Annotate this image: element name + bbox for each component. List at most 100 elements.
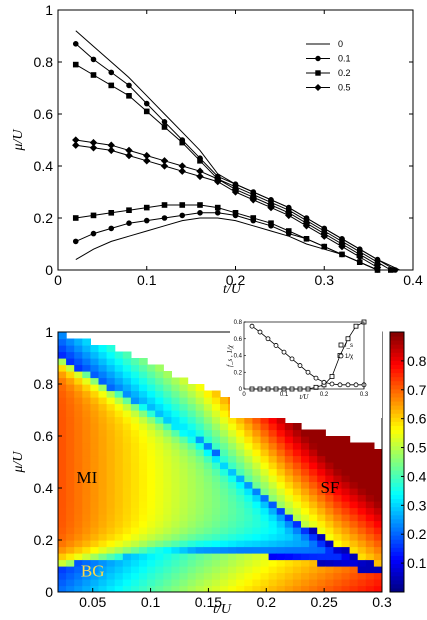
heatmap-cell — [220, 546, 229, 554]
heatmap-cell — [130, 585, 140, 592]
heatmap-cell — [114, 585, 124, 592]
heatmap-cell — [195, 442, 205, 450]
heatmap-cell — [139, 481, 148, 489]
colorbar-segment — [390, 510, 404, 516]
heatmap-cell — [228, 514, 237, 522]
heatmap-cell — [114, 566, 124, 574]
heatmap-cell — [139, 475, 148, 483]
heatmap-cell — [187, 527, 197, 535]
colorbar-segment — [390, 470, 404, 475]
colorbar-segment — [390, 453, 404, 459]
heatmap-cell — [317, 585, 326, 592]
heatmap-cell — [130, 462, 140, 470]
heatmap-cell — [220, 507, 229, 515]
data-point-0.2-lower — [72, 215, 79, 221]
heatmap-cell — [187, 449, 197, 457]
heatmap-cell — [325, 507, 334, 515]
heatmap-cell — [195, 403, 205, 411]
top-legend: 0 0.1 0.2 0.5 — [306, 39, 351, 93]
heatmap-cell — [139, 507, 148, 515]
heatmap-cell — [373, 572, 382, 580]
heatmap-cell — [220, 501, 229, 509]
heatmap-cell — [171, 423, 181, 431]
heatmap-cell — [333, 507, 343, 515]
heatmap-cell — [171, 514, 181, 522]
heatmap-cell — [341, 462, 351, 470]
colorbar-segment — [390, 384, 404, 390]
heatmap-cell — [260, 436, 270, 444]
heatmap-cell — [155, 559, 164, 567]
heatmap-cell — [341, 488, 351, 496]
heatmap-cell — [268, 520, 278, 528]
heatmap-cell — [187, 410, 197, 418]
heatmap-cell — [98, 546, 108, 554]
heatmap-cell — [122, 416, 132, 424]
heatmap-cell — [82, 423, 91, 431]
heatmap-cell — [179, 449, 189, 457]
heatmap-cell — [114, 371, 124, 379]
heatmap-cell — [268, 546, 278, 554]
heatmap-cell — [341, 481, 351, 489]
x-tick-label: 0.3 — [372, 594, 392, 610]
heatmap-cell — [155, 429, 164, 437]
heatmap-cell — [357, 488, 367, 496]
legend-label: 0.5 — [338, 83, 351, 93]
heatmap-cell — [147, 410, 156, 418]
heatmap-cell — [130, 475, 140, 483]
inset-y-tick-label: 0.4 — [234, 354, 243, 360]
heatmap-cell — [58, 436, 67, 444]
heatmap-cell — [74, 351, 83, 359]
heatmap-cell — [203, 455, 213, 463]
heatmap-cell — [90, 410, 100, 418]
heatmap-cell — [187, 488, 197, 496]
heatmap-cell — [187, 553, 197, 561]
heatmap-cell — [106, 585, 116, 592]
heatmap-cell — [365, 533, 375, 541]
heatmap-cell — [74, 494, 83, 502]
heatmap-cell — [373, 546, 382, 554]
heatmap-cell — [155, 377, 164, 385]
heatmap-cell — [244, 579, 253, 587]
heatmap-cell — [333, 501, 343, 509]
heatmap-cell — [236, 585, 245, 592]
data-point-0.5-lower — [320, 232, 328, 240]
heatmap-cell — [179, 468, 189, 476]
heatmap-cell — [82, 345, 91, 353]
heatmap-cell — [284, 429, 294, 437]
heatmap-cell — [236, 468, 245, 476]
heatmap-cell — [114, 403, 124, 411]
heatmap-cell — [244, 507, 253, 515]
heatmap-cell — [373, 455, 382, 463]
colorbar-segment — [390, 421, 404, 426]
heatmap-cell — [66, 390, 75, 398]
heatmap-cell — [284, 579, 294, 587]
heatmap-cell — [301, 436, 310, 444]
heatmap-cell — [244, 527, 253, 535]
heatmap-cell — [122, 579, 132, 587]
heatmap-cell — [244, 572, 253, 580]
heatmap-cell — [130, 533, 140, 541]
heatmap-cell — [171, 436, 181, 444]
heatmap-cell — [317, 475, 326, 483]
colorbar-segment — [390, 380, 404, 386]
heatmap-cell — [74, 488, 83, 496]
heatmap-cell — [284, 514, 294, 522]
legend-marker — [314, 83, 322, 92]
heatmap-cell — [66, 436, 75, 444]
heatmap-cell — [58, 501, 67, 509]
heatmap-cell — [179, 520, 189, 528]
heatmap-cell — [252, 488, 262, 496]
heatmap-cell — [317, 546, 326, 554]
heatmap-cell — [276, 566, 286, 574]
heatmap-cell — [365, 559, 375, 567]
heatmap-cell — [211, 403, 221, 411]
colorbar-segment — [390, 522, 404, 528]
heatmap-cell — [211, 572, 221, 580]
heatmap-cell — [147, 507, 156, 515]
heatmap-cell — [309, 436, 318, 444]
heatmap-cell — [122, 481, 132, 489]
heatmap-cell — [244, 566, 253, 574]
y-tick-label: 0.4 — [34, 480, 54, 496]
heatmap-cell — [268, 475, 278, 483]
heatmap-cell — [58, 338, 67, 346]
